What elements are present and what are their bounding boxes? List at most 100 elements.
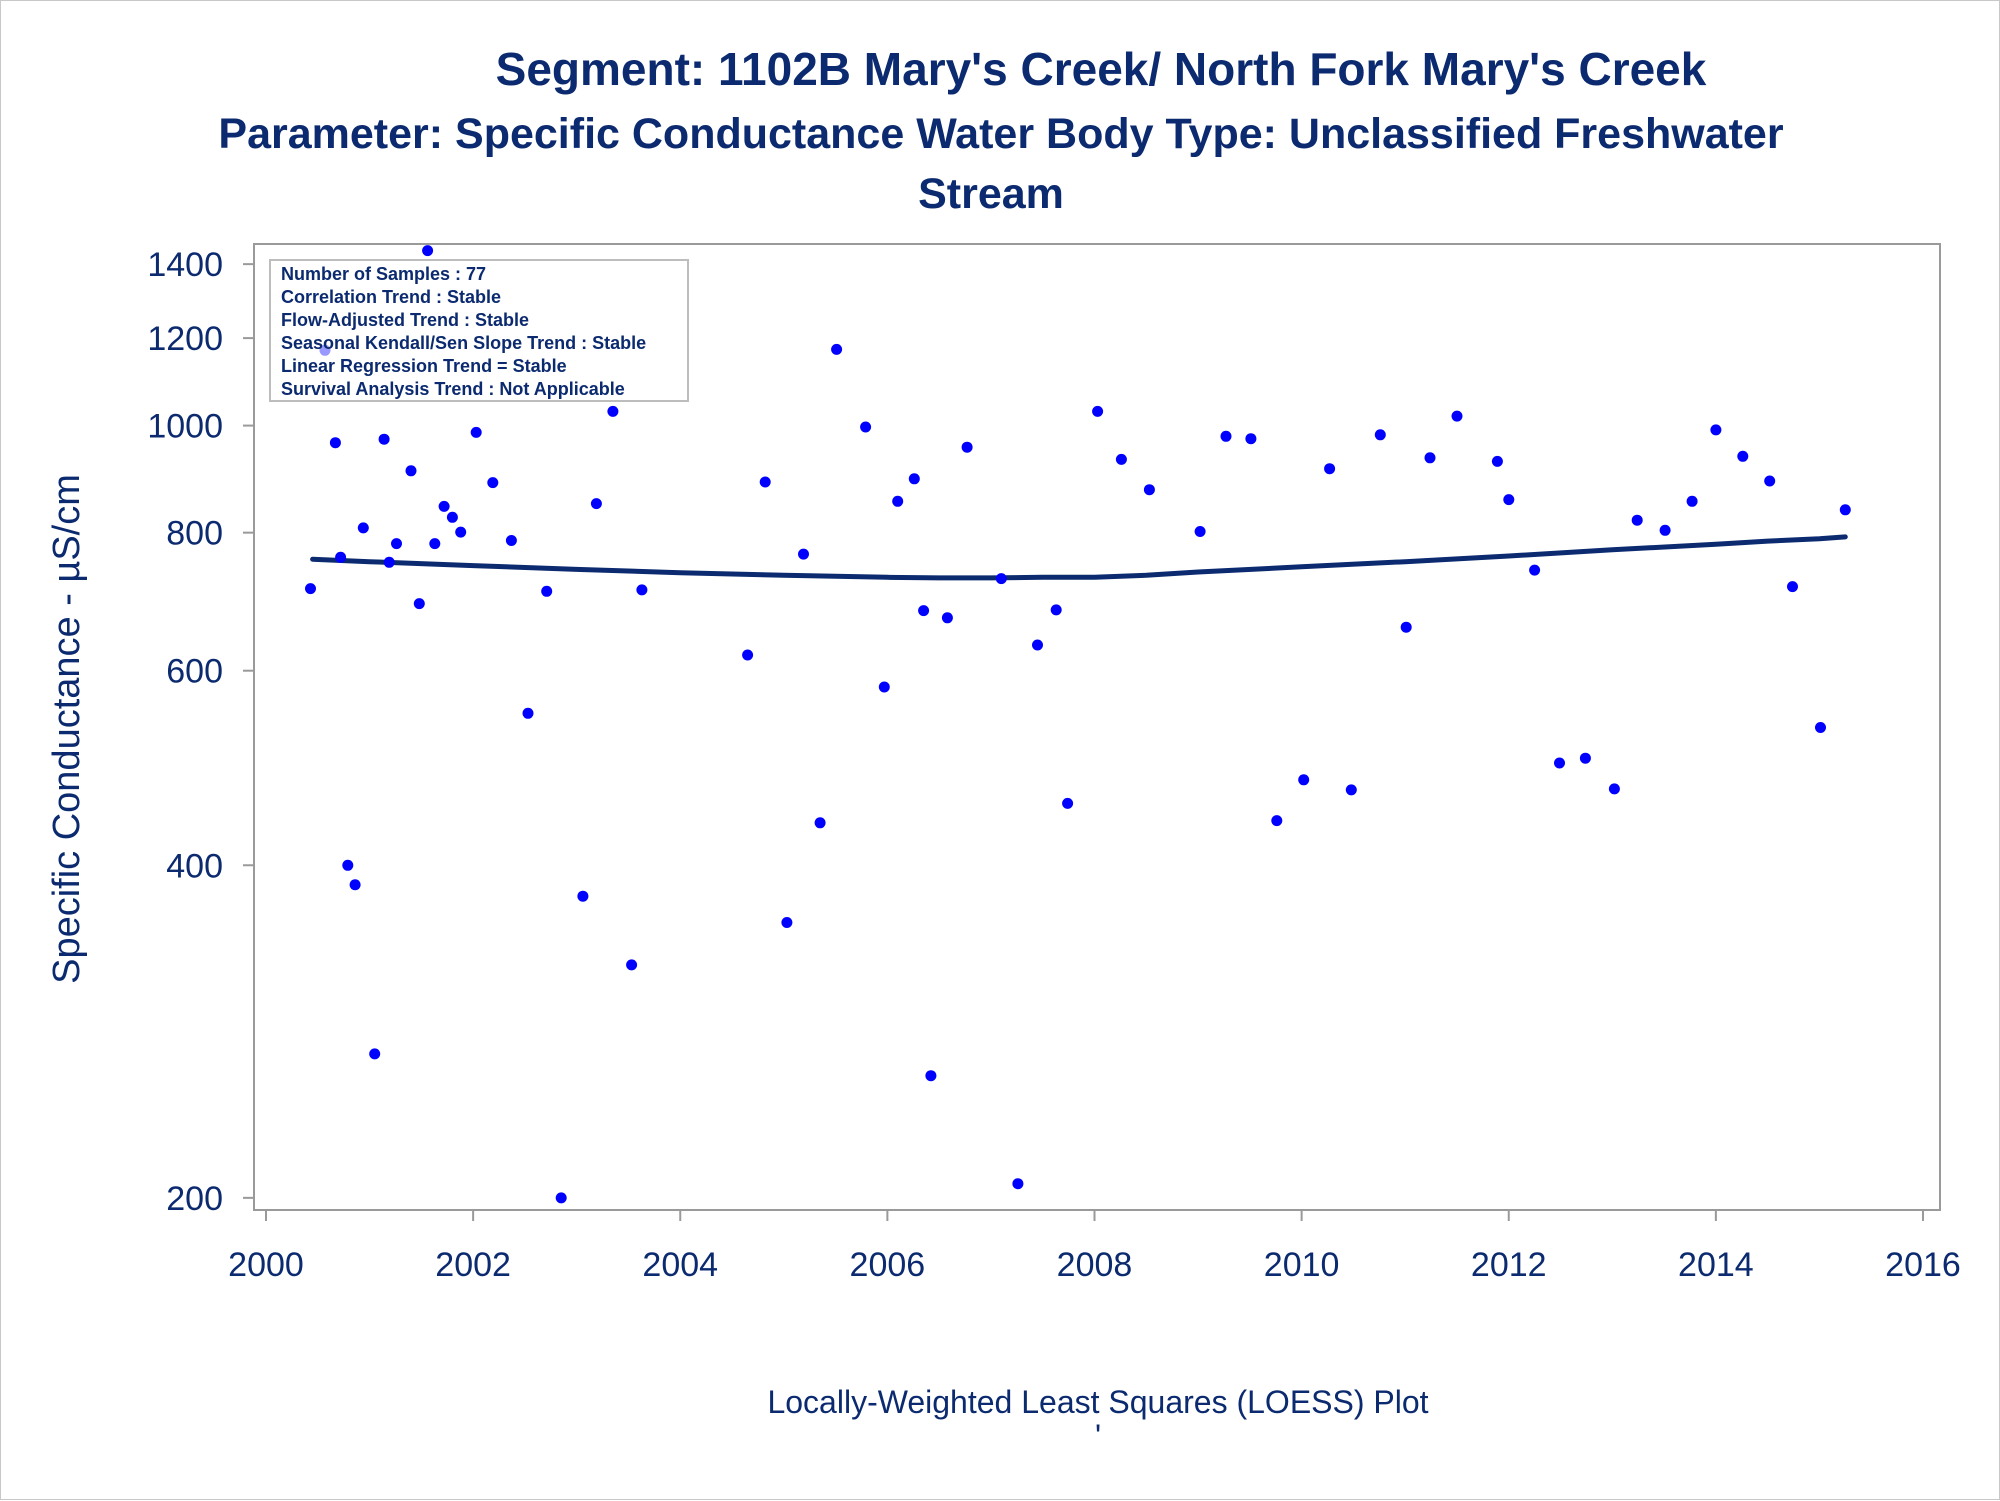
- sample-point: [1608, 783, 1620, 795]
- sample-point: [1579, 752, 1591, 764]
- sample-point: [860, 421, 872, 433]
- sample-point: [1631, 514, 1643, 526]
- sample-point: [577, 890, 589, 902]
- sample-point: [941, 612, 953, 624]
- sample-point: [505, 535, 517, 546]
- x-tick-label: 2004: [642, 1246, 718, 1284]
- sample-point: [1737, 450, 1749, 462]
- sample-point: [305, 583, 316, 595]
- sample-point: [438, 500, 450, 512]
- sample-point: [961, 441, 973, 453]
- sample-point: [1554, 757, 1565, 769]
- sample-point: [335, 551, 347, 563]
- x-tick-label: 2010: [1264, 1246, 1340, 1284]
- sample-point: [1345, 784, 1357, 796]
- sample-point: [1529, 564, 1541, 576]
- sample-point: [378, 433, 390, 445]
- sample-point: [607, 405, 619, 417]
- sample-point: [1815, 722, 1826, 733]
- sample-point: [1115, 453, 1127, 465]
- sample-point: [759, 476, 771, 488]
- sample-point: [742, 649, 754, 661]
- stats-line-survival: Survival Analysis Trend : Not Applicable: [281, 379, 625, 399]
- stats-line-seasonal-kendall: Seasonal Kendall/Sen Slope Trend : Stabl…: [281, 333, 646, 353]
- chart-title: Segment: 1102B Mary's Creek/ North Fork …: [496, 43, 1707, 95]
- sample-point: [1400, 621, 1412, 633]
- x-tick-label: 2006: [850, 1246, 926, 1284]
- sample-point: [925, 1070, 937, 1082]
- sample-point: [522, 707, 534, 719]
- sample-point: [1451, 410, 1463, 422]
- stats-line-linear-regression: Linear Regression Trend = Stable: [281, 356, 567, 376]
- sample-point: [1710, 424, 1722, 436]
- sample-point: [908, 473, 920, 485]
- sample-point: [369, 1048, 381, 1060]
- sample-point: [342, 859, 354, 871]
- stats-box: Number of Samples : 77 Correlation Trend…: [269, 259, 689, 402]
- y-tick-label: 800: [166, 515, 223, 553]
- sample-point: [446, 511, 458, 523]
- points-layer: [305, 245, 1851, 1204]
- sample-point: [918, 605, 930, 617]
- sample-point: [1062, 797, 1074, 809]
- x-tick-label: 2008: [1057, 1246, 1133, 1284]
- sample-point: [995, 573, 1007, 585]
- sample-point: [626, 959, 638, 971]
- chart-footnote: Locally-Weighted Least Squares (LOESS) P…: [767, 1384, 1428, 1420]
- sample-point: [1092, 405, 1104, 417]
- plot-area-frame: [253, 243, 1941, 1211]
- y-tick-label: 200: [166, 1180, 223, 1218]
- y-axis-label: Specific Conductance - µS/cm: [46, 474, 88, 984]
- sample-point: [814, 817, 826, 829]
- y-axis: 200 400 600 800 1000 1200 1400: [147, 246, 254, 1218]
- sample-point: [357, 522, 369, 534]
- sample-point: [349, 879, 361, 891]
- x-axis: 2000 2002 2004 2006 2008 2010 2012 2014 2016: [228, 1210, 1961, 1284]
- loess-curve: [310, 534, 1848, 581]
- loess-layer: [310, 534, 1848, 581]
- sample-point: [1298, 774, 1310, 786]
- sample-point: [590, 498, 602, 510]
- chart-subtitle-line-1: Parameter: Specific Conductance Water Bo…: [218, 110, 1783, 158]
- stats-line-samples: Number of Samples : 77: [281, 264, 486, 284]
- sample-point: [1839, 504, 1851, 516]
- x-tick-label: 2012: [1471, 1246, 1547, 1284]
- sample-point: [1220, 430, 1232, 442]
- sample-point: [429, 538, 441, 550]
- y-tick-label: 400: [166, 847, 223, 885]
- sample-point: [329, 437, 341, 449]
- chart-footnote-mark: ': [1095, 1418, 1101, 1454]
- sample-point: [892, 495, 904, 507]
- sample-point: [487, 477, 499, 489]
- sample-point: [1271, 815, 1283, 827]
- y-tick-label: 1000: [147, 408, 223, 446]
- sample-point: [878, 681, 890, 693]
- sample-point: [470, 426, 482, 438]
- sample-point: [1194, 526, 1206, 537]
- chart-subtitle-line-2: Stream: [918, 170, 1064, 218]
- sample-point: [383, 556, 395, 568]
- sample-point: [1787, 581, 1798, 593]
- sample-point: [1143, 484, 1155, 496]
- sample-point: [1012, 1178, 1024, 1190]
- sample-point: [781, 917, 793, 928]
- sample-point: [1374, 429, 1386, 441]
- sample-point: [1503, 494, 1515, 506]
- sample-point: [555, 1192, 567, 1204]
- x-tick-label: 2014: [1678, 1246, 1754, 1284]
- y-tick-label: 1200: [147, 320, 223, 358]
- sample-point: [455, 526, 467, 538]
- sample-point: [798, 548, 809, 560]
- sample-point: [1050, 604, 1062, 616]
- y-tick-label: 600: [166, 653, 223, 691]
- sample-point: [1686, 495, 1698, 507]
- sample-point: [1424, 452, 1436, 464]
- x-tick-label: 2016: [1885, 1246, 1961, 1284]
- y-tick-label: 1400: [147, 246, 223, 284]
- sample-point: [1659, 524, 1671, 536]
- stats-line-correlation: Correlation Trend : Stable: [281, 287, 501, 307]
- sample-point: [1491, 455, 1503, 467]
- stats-box-frame: [269, 259, 689, 402]
- sample-point: [405, 465, 417, 477]
